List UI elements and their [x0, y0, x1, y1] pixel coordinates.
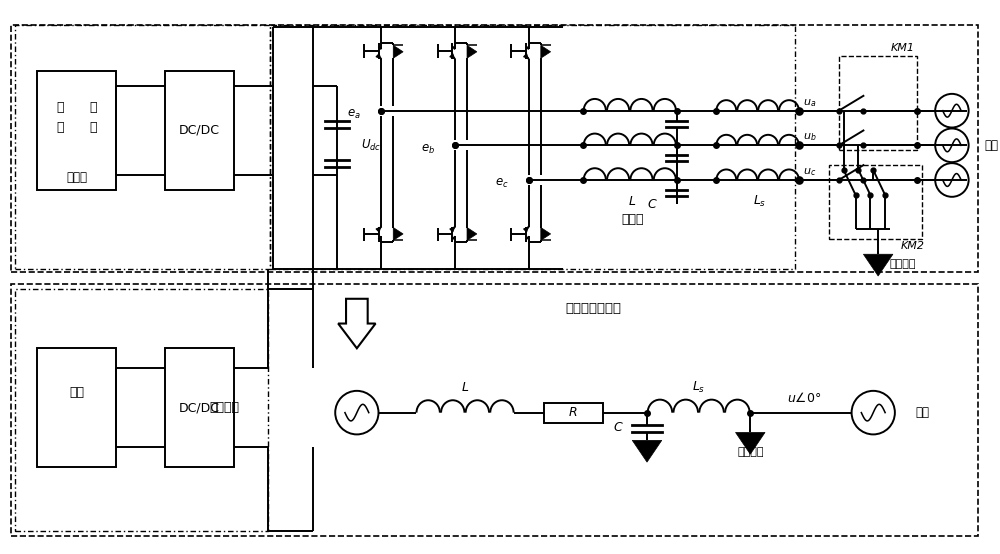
- Text: $U_{dc}$: $U_{dc}$: [361, 138, 382, 153]
- Text: 提供惯性: 提供惯性: [209, 401, 239, 414]
- Bar: [37, 348, 116, 467]
- Text: L: L: [462, 381, 469, 394]
- Polygon shape: [393, 228, 403, 240]
- Text: 源: 源: [56, 121, 64, 134]
- Polygon shape: [541, 228, 551, 240]
- Bar: [165, 348, 234, 467]
- Text: R: R: [569, 406, 578, 419]
- Text: KM1: KM1: [891, 43, 915, 53]
- Text: 电: 电: [56, 101, 64, 114]
- Text: 光: 光: [90, 101, 97, 114]
- Text: $u\angle 0°$: $u\angle 0°$: [787, 391, 821, 405]
- Polygon shape: [541, 45, 551, 58]
- Text: 电网: 电网: [915, 406, 929, 419]
- Text: $L_s$: $L_s$: [692, 381, 706, 396]
- Text: C: C: [648, 198, 656, 211]
- Text: $e_c$: $e_c$: [495, 177, 508, 191]
- Text: $e_a$: $e_a$: [347, 108, 361, 121]
- Bar: [544, 403, 603, 423]
- Bar: [839, 57, 917, 150]
- Bar: [11, 284, 978, 536]
- Bar: [11, 24, 978, 272]
- Text: 电网: 电网: [984, 139, 998, 152]
- Polygon shape: [393, 45, 403, 58]
- Bar: [165, 71, 234, 190]
- Polygon shape: [863, 254, 893, 276]
- Text: $u_c$: $u_c$: [803, 166, 816, 178]
- Text: $u_a$: $u_a$: [803, 97, 816, 109]
- Text: 伏: 伏: [90, 121, 97, 134]
- Text: 储能: 储能: [69, 386, 84, 399]
- Text: 发电机: 发电机: [621, 213, 644, 226]
- Polygon shape: [467, 228, 477, 240]
- Polygon shape: [632, 440, 662, 462]
- Polygon shape: [736, 433, 765, 454]
- Text: 原动机: 原动机: [66, 171, 87, 183]
- Text: $u_b$: $u_b$: [803, 131, 816, 143]
- Text: L: L: [629, 195, 636, 208]
- Polygon shape: [467, 45, 477, 58]
- Text: DC/DC: DC/DC: [179, 124, 220, 137]
- Text: DC/DC: DC/DC: [179, 401, 220, 414]
- Text: $L_s$: $L_s$: [753, 194, 767, 209]
- Text: C: C: [614, 421, 622, 434]
- Bar: [37, 71, 116, 190]
- Text: $e_b$: $e_b$: [421, 143, 435, 156]
- Text: KM2: KM2: [901, 242, 925, 252]
- Text: 本地负荷: 本地负荷: [889, 259, 916, 269]
- Text: 虚拟同步发电机: 虚拟同步发电机: [565, 302, 621, 315]
- FancyArrow shape: [338, 299, 376, 348]
- Bar: [829, 165, 922, 239]
- Text: 本地负荷: 本地负荷: [737, 447, 764, 457]
